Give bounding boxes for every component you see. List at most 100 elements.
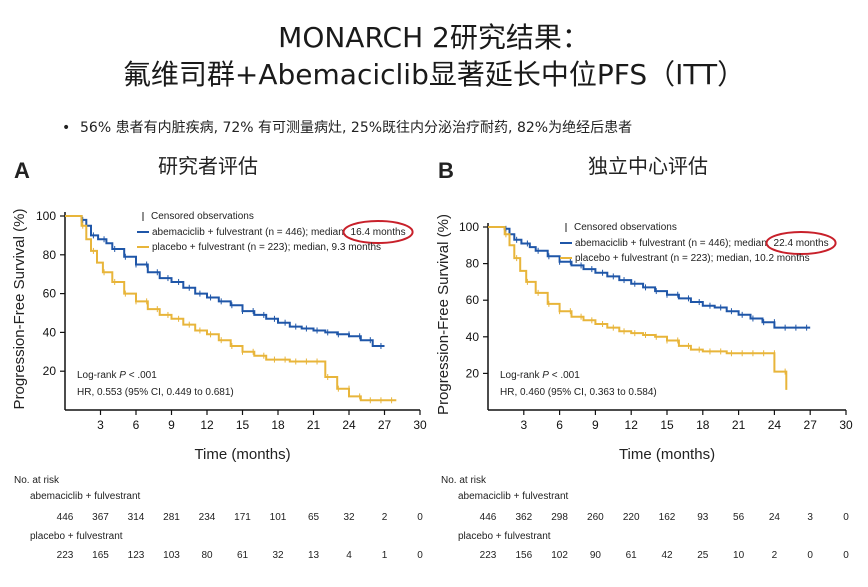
panel-b-logrank-text: Log-rank P < .001	[500, 370, 580, 381]
panel-a-legend-abem-median: 16.4 months	[351, 227, 406, 238]
panel-a-x-tick-label: 24	[342, 418, 356, 432]
panel-a-x-tick-label: 21	[307, 418, 321, 432]
panel-a-y-axis-title: Progression-Free Survival (%)	[11, 209, 28, 410]
panel-a-y-tick-label: 80	[43, 248, 57, 262]
panel-b-risk-placebo-value: 0	[807, 550, 813, 561]
panel-b-risk-abem-value: 362	[515, 512, 532, 523]
panel-b-logrank-suffix: < .001	[549, 370, 580, 381]
panel-b-risk-abem-value: 24	[769, 512, 781, 523]
panel-b-risk-placebo-value: 223	[480, 550, 497, 561]
panel-b-abemaciclib-curve	[488, 226, 811, 329]
bullet-icon: •	[62, 120, 71, 136]
panel-a-hr-text: HR, 0.553 (95% CI, 0.449 to 0.681)	[77, 387, 234, 398]
panel-b-risk-abem-value: 298	[551, 512, 568, 523]
panel-b-x-tick-label: 15	[660, 418, 674, 432]
panel-a-subtitle: 研究者评估	[158, 154, 258, 178]
panel-a-risk-placebo-value: 13	[308, 550, 320, 561]
panel-a-risk-abem-value: 171	[234, 512, 251, 523]
panel-b-subtitle: 独立中心评估	[588, 154, 708, 178]
panel-b-logrank-prefix: Log-rank	[500, 370, 542, 381]
panel-b-median-highlight-circle	[765, 231, 837, 255]
panel-b-logrank-p: P	[542, 370, 549, 381]
panel-a-x-tick-label: 27	[378, 418, 392, 432]
panel-b-legend-abem: abemaciclib + fulvestrant (n = 446); med…	[575, 238, 770, 249]
panel-b-x-tick-label: 12	[625, 418, 639, 432]
panel-b-risk-placebo-value: 42	[661, 550, 673, 561]
title-line-2: 氟维司群+Abemaciclib显著延长中位PFS（ITT）	[122, 58, 746, 91]
panel-a-risk-abem-value: 234	[199, 512, 216, 523]
panel-b-y-tick-label: 60	[466, 293, 480, 307]
panel-a-y-tick-label: 40	[43, 325, 57, 339]
panel-a-median-highlight-circle	[342, 220, 414, 244]
panel-b-risk-abem-value: 260	[587, 512, 604, 523]
panel-b-risk-placebo-value: 156	[515, 550, 532, 561]
panel-b-risk-abem-value: 162	[659, 512, 676, 523]
panel-b-risk-abem-value: 93	[697, 512, 709, 523]
panel-a-risk-placebo-value: 0	[417, 550, 423, 561]
panel-a-legend-abem: abemaciclib + fulvestrant (n = 446); med…	[152, 227, 347, 238]
panel-a-legend-censored: Censored observations	[151, 211, 254, 222]
panel-b-risk-placebo-value: 25	[697, 550, 709, 561]
panel-b-x-tick-label: 24	[768, 418, 782, 432]
panel-a-risk-placebo-value: 61	[237, 550, 249, 561]
panel-b-x-tick-label: 18	[696, 418, 710, 432]
panel-b-x-tick-label: 3	[520, 418, 527, 432]
panel-b-x-tick-label: 27	[804, 418, 818, 432]
panel-a-logrank-p: P	[119, 370, 126, 381]
panel-a-legend-placebo: placebo + fulvestrant (n = 223); median,…	[152, 242, 381, 253]
panel-a-x-tick-label: 18	[271, 418, 285, 432]
panel-b-legend-abem-median: 22.4 months	[774, 238, 829, 249]
panel-b-risk-abem-value: 56	[733, 512, 745, 523]
panel-b-risk-abem-value: 446	[480, 512, 497, 523]
panel-a-x-tick-label: 3	[97, 418, 104, 432]
panel-a-y-tick-label: 20	[43, 364, 57, 378]
panel-b-y-tick-label: 100	[459, 220, 479, 234]
panel-a-risk-abem-value: 281	[163, 512, 180, 523]
panel-b-y-tick-label: 20	[466, 366, 480, 380]
panel-a-x-tick-label: 9	[168, 418, 175, 432]
panel-a-risk-abem-value: 367	[92, 512, 109, 523]
panel-b-legend-censored: Censored observations	[574, 222, 677, 233]
panel-b-risk-placebo-value: 10	[733, 550, 745, 561]
panel-a-risk-abem-value: 65	[308, 512, 320, 523]
panel-b-risk-placebo-value: 0	[843, 550, 849, 561]
panel-a-risk-placebo-value: 123	[128, 550, 145, 561]
panel-a-x-tick-label: 30	[413, 418, 427, 432]
panel-a-risk-abem-value: 32	[343, 512, 355, 523]
panel-b-risk-label: No. at risk	[441, 475, 487, 486]
panel-a-risk-placebo-value: 80	[201, 550, 213, 561]
panel-b-legend-placebo: placebo + fulvestrant (n = 223); median,…	[575, 253, 810, 264]
panel-b-risk-abem-value: 3	[807, 512, 813, 523]
panel-a-risk-placebo-value: 4	[346, 550, 352, 561]
panel-a-risk-placebo-value: 165	[92, 550, 109, 561]
panel-a-risk-label: No. at risk	[14, 475, 60, 486]
panel-a-x-axis-title: Time (months)	[194, 446, 290, 463]
panel-b-x-tick-label: 6	[556, 418, 563, 432]
panel-b-risk-placebo-value: 90	[590, 550, 602, 561]
panel-b-risk-placebo-value: 61	[626, 550, 638, 561]
panel-a-risk-placebo-value: 223	[57, 550, 74, 561]
panel-a-logrank-prefix: Log-rank	[77, 370, 119, 381]
bullet-text: 56% 患者有内脏疾病, 72% 有可测量病灶, 25%既往内分泌治疗耐药, 8…	[80, 120, 633, 136]
panel-a-risk-placebo-value: 1	[382, 550, 388, 561]
panel-b-hr-text: HR, 0.460 (95% CI, 0.363 to 0.584)	[500, 387, 657, 398]
panel-a-logrank-suffix: < .001	[126, 370, 157, 381]
panel-b-x-tick-label: 30	[839, 418, 853, 432]
panel-b-risk-abem-value: 0	[843, 512, 849, 523]
panel-a-y-tick-label: 100	[36, 209, 56, 223]
panel-a-risk-placebo-label: placebo + fulvestrant	[30, 531, 123, 542]
panel-b-placebo-curve	[488, 226, 788, 390]
panel-a-risk-abem-value: 446	[57, 512, 74, 523]
panel-b-risk-placebo-label: placebo + fulvestrant	[458, 531, 551, 542]
panel-a-risk-abem-value: 314	[128, 512, 145, 523]
panel-a-risk-placebo-value: 32	[272, 550, 284, 561]
panel-a-risk-abem-label: abemaciclib + fulvestrant	[30, 491, 141, 502]
panel-b-risk-abem-label: abemaciclib + fulvestrant	[458, 491, 569, 502]
panel-b-y-tick-label: 80	[466, 257, 480, 271]
panel-b-y-axis-title: Progression-Free Survival (%)	[435, 214, 452, 415]
panel-a-risk-abem-value: 101	[270, 512, 287, 523]
panel-b-risk-abem-value: 220	[623, 512, 640, 523]
panel-a-x-tick-label: 6	[133, 418, 140, 432]
panel-a-letter: A	[14, 158, 30, 183]
